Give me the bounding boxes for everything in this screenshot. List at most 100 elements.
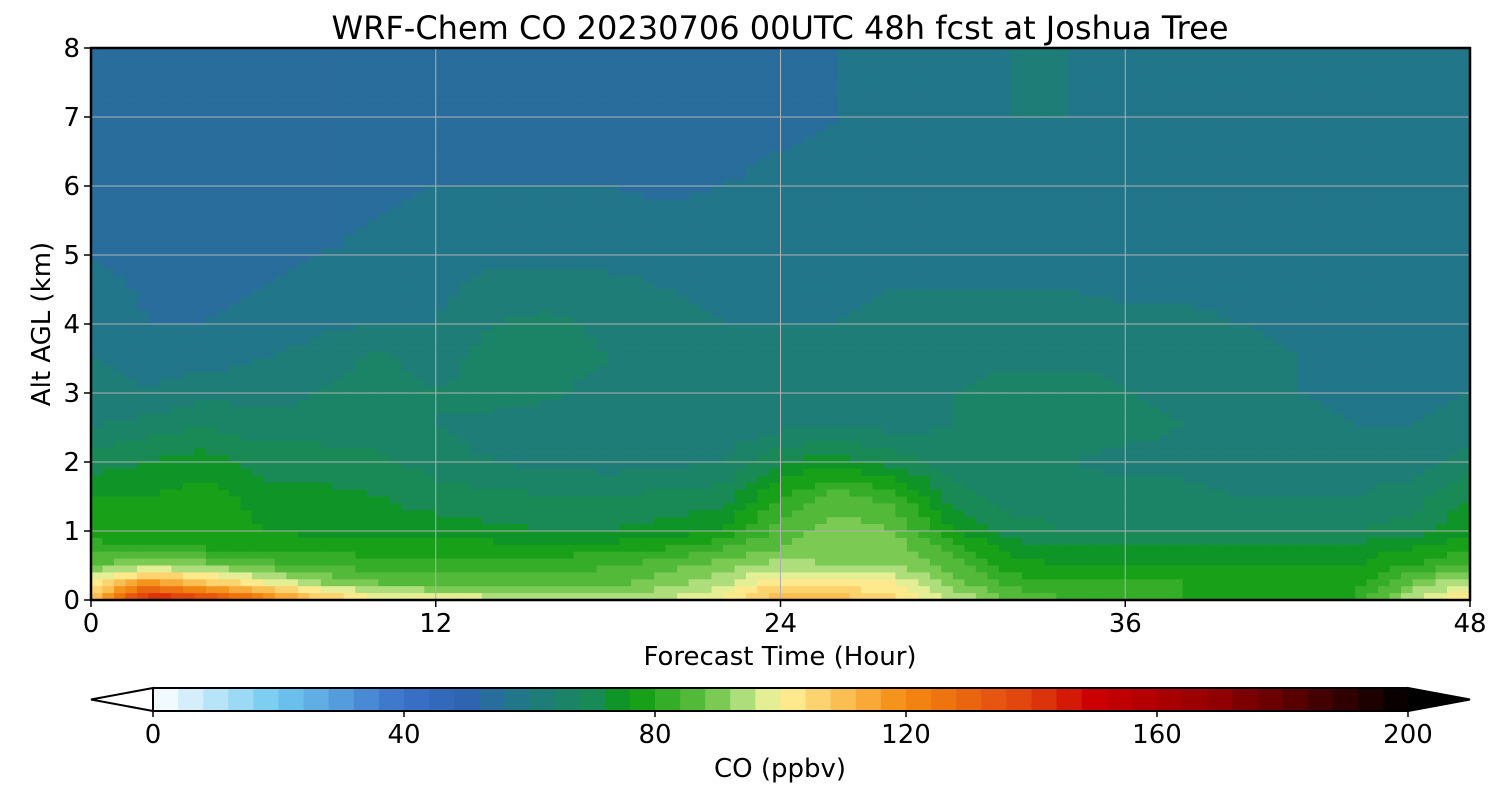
heatmap-cell: [1274, 117, 1287, 125]
heatmap-cell: [447, 165, 460, 173]
heatmap-cell: [458, 68, 471, 77]
heatmap-cell: [826, 68, 839, 77]
heatmap-cell: [343, 296, 356, 304]
heatmap-cell: [458, 89, 471, 97]
heatmap-cell: [1136, 103, 1149, 111]
heatmap-cell: [1435, 275, 1448, 284]
heatmap-cell: [1389, 206, 1402, 215]
heatmap-cell: [1274, 317, 1287, 325]
heatmap-cell: [814, 165, 828, 173]
heatmap-cell: [1240, 186, 1253, 194]
heatmap-cell: [1332, 103, 1345, 111]
heatmap-cell: [757, 103, 770, 111]
heatmap-cell: [125, 248, 138, 256]
heatmap-cell: [654, 317, 667, 325]
heatmap-cell: [125, 54, 138, 63]
heatmap-cell: [1159, 96, 1172, 104]
heatmap-cell: [883, 330, 897, 339]
heatmap-cell: [159, 117, 173, 125]
heatmap-cell: [964, 123, 977, 132]
heatmap-cell: [849, 186, 862, 194]
heatmap-cell: [102, 303, 115, 311]
heatmap-cell: [665, 165, 678, 173]
heatmap-cell: [240, 275, 253, 284]
heatmap-cell: [136, 103, 150, 111]
heatmap-cell: [1194, 241, 1207, 249]
heatmap-cell: [723, 165, 736, 173]
heatmap-cell: [711, 96, 724, 104]
heatmap-cell: [1332, 296, 1345, 304]
heatmap-cell: [401, 241, 414, 249]
heatmap-cell: [1366, 303, 1379, 311]
heatmap-cell: [1021, 172, 1034, 180]
heatmap-cell: [1458, 261, 1470, 270]
heatmap-cell: [355, 248, 368, 256]
heatmap-cell: [194, 289, 207, 297]
heatmap-cell: [975, 248, 988, 256]
heatmap-cell: [504, 255, 517, 263]
heatmap-cell: [734, 199, 747, 208]
heatmap-cell: [320, 330, 333, 339]
heatmap-cell: [1424, 123, 1437, 132]
heatmap-cell: [769, 151, 782, 159]
heatmap-cell: [1182, 179, 1195, 187]
heatmap-cell: [424, 54, 437, 63]
heatmap-cell: [171, 206, 184, 215]
heatmap-cell: [458, 117, 471, 125]
heatmap-cell: [619, 61, 632, 70]
heatmap-cell: [711, 213, 724, 222]
heatmap-cell: [102, 255, 115, 263]
heatmap-cell: [1412, 213, 1425, 222]
heatmap-cell: [1240, 48, 1253, 56]
heatmap-cell: [1424, 268, 1437, 277]
heatmap-cell: [677, 158, 690, 166]
heatmap-cell: [700, 158, 713, 166]
heatmap-cell: [585, 103, 598, 111]
heatmap-cell: [1056, 268, 1069, 277]
heatmap-cell: [860, 48, 874, 56]
heatmap-cell: [585, 117, 598, 125]
heatmap-cell: [929, 179, 942, 187]
heatmap-cell: [171, 75, 184, 84]
heatmap-cell: [780, 96, 793, 104]
heatmap-cell: [964, 234, 977, 242]
heatmap-cell: [205, 330, 219, 339]
heatmap-cell: [332, 248, 345, 256]
heatmap-cell: [1125, 275, 1138, 284]
heatmap-cell: [1079, 317, 1092, 325]
heatmap-cell: [1010, 54, 1023, 63]
heatmap-cell: [1228, 151, 1241, 159]
heatmap-cell: [1228, 186, 1241, 194]
heatmap-cell: [711, 255, 724, 263]
heatmap-cell: [470, 158, 483, 166]
heatmap-cell: [1090, 296, 1103, 304]
heatmap-cell: [964, 289, 977, 297]
heatmap-cell: [458, 268, 471, 277]
heatmap-cell: [1263, 192, 1276, 201]
heatmap-cell: [769, 48, 782, 56]
heatmap-cell: [608, 123, 621, 132]
heatmap-cell: [550, 324, 563, 332]
heatmap-cell: [297, 68, 310, 77]
heatmap-cell: [240, 227, 253, 235]
heatmap-cell: [148, 89, 161, 97]
heatmap-cell: [619, 324, 632, 332]
heatmap-cell: [263, 199, 276, 208]
heatmap-cell: [596, 234, 609, 242]
heatmap-cell: [849, 54, 862, 63]
heatmap-cell: [1424, 324, 1437, 332]
heatmap-cell: [1090, 96, 1103, 104]
heatmap-cell: [493, 123, 506, 132]
heatmap-cell: [688, 137, 701, 146]
heatmap-cell: [975, 82, 988, 90]
heatmap-cell: [1412, 275, 1425, 284]
heatmap-cell: [1079, 158, 1092, 166]
heatmap-cell: [860, 96, 874, 104]
heatmap-cell: [205, 48, 219, 56]
heatmap-cell: [677, 123, 690, 132]
heatmap-cell: [998, 158, 1011, 166]
heatmap-cell: [1159, 192, 1172, 201]
heatmap-cell: [826, 241, 839, 249]
heatmap-cell: [562, 282, 575, 291]
heatmap-cell: [642, 186, 655, 194]
